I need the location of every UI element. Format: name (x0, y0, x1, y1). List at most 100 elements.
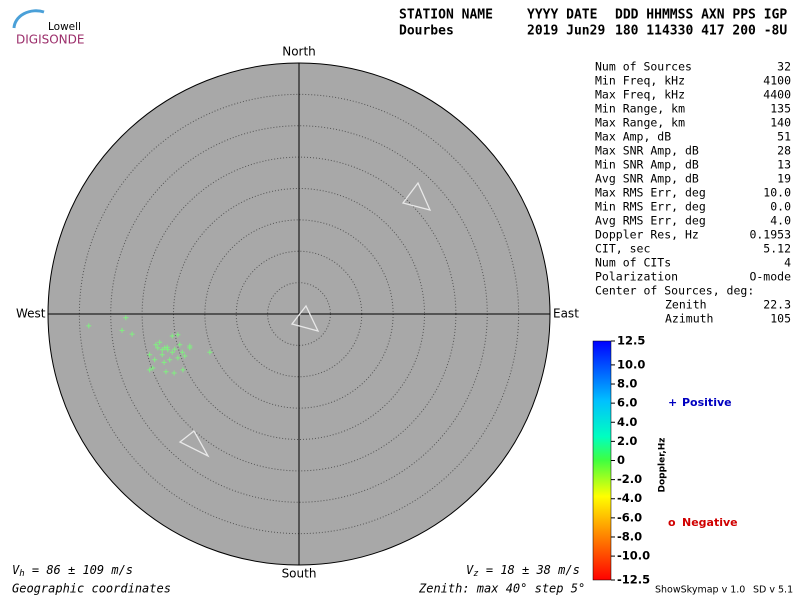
source-marker (169, 349, 175, 355)
logo-swoosh (12, 9, 45, 29)
stat-label: Min Range, km (595, 102, 685, 116)
colorbar-title: Doppler,Hz (658, 437, 668, 492)
stat-value: 0.0 (770, 200, 791, 214)
stat-value: 140 (770, 116, 791, 130)
colorbar-tick-label: 8.0 (617, 377, 637, 391)
stat-label: Max Range, km (595, 116, 685, 130)
source-marker (207, 349, 213, 355)
stat-value: 19 (777, 172, 791, 186)
header-value: 180 114330 417 200 -8U (615, 24, 787, 39)
source-marker (180, 367, 186, 373)
stat-label: Max RMS Err, deg (595, 186, 706, 200)
stat-value: 135 (770, 102, 791, 116)
stat-value: 4.0 (770, 214, 791, 228)
source-marker (164, 344, 170, 350)
stat-value: O-mode (749, 270, 791, 284)
stat-value: 32 (777, 60, 791, 74)
legend-label: Positive (682, 396, 732, 409)
source-marker (177, 342, 183, 348)
colorbar-tick-label: 0 (617, 453, 625, 467)
source-marker (182, 353, 188, 359)
colorbar-tick-label: -6.0 (617, 510, 642, 524)
direction-label: North (282, 45, 316, 59)
source-marker (159, 347, 165, 353)
stat-label: Zenith (665, 298, 707, 312)
zenith-note: Zenith: max 40° step 5° (418, 582, 585, 596)
stat-value: 51 (777, 130, 791, 144)
source-marker (150, 365, 156, 371)
stat-label: Min RMS Err, deg (595, 200, 706, 214)
source-marker (171, 370, 177, 376)
colorbar-tick-label: -10.0 (617, 549, 650, 563)
stat-label: Azimuth (665, 312, 713, 326)
velocity-triangle (178, 430, 210, 458)
vz-label: Vz = 18 ± 38 m/s (466, 563, 580, 579)
colorbar-tick-label: -12.5 (617, 573, 650, 587)
stat-label: Max SNR Amp, dB (595, 144, 699, 158)
stat-value: 4 (784, 256, 791, 270)
source-marker (167, 357, 173, 363)
stat-value: 13 (777, 158, 791, 172)
stat-label: Max Amp, dB (595, 130, 671, 144)
source-marker (175, 355, 181, 361)
stat-value: 10.0 (763, 186, 791, 200)
logo-small: Lowell (48, 21, 81, 33)
source-marker (187, 345, 193, 351)
direction-label: South (282, 567, 317, 581)
source-marker (157, 339, 163, 345)
colorbar-tick-label: 10.0 (617, 357, 645, 371)
legend-symbol: o (668, 516, 676, 529)
direction-label: West (16, 307, 46, 321)
colorbar-tick-label: 6.0 (617, 396, 637, 410)
legend-label: Negative (682, 516, 738, 529)
colorbar-tick-label: 12.5 (617, 334, 645, 348)
source-marker (161, 359, 167, 365)
stat-value: 4100 (763, 74, 791, 88)
source-marker (155, 345, 161, 351)
stat-label: Max Freq, kHz (595, 88, 685, 102)
source-marker (86, 323, 92, 329)
header-label: DDD HHMMSS AXN PPS IGP (615, 8, 787, 23)
stat-label: Avg RMS Err, deg (595, 214, 706, 228)
stat-label: Num of Sources (595, 60, 692, 74)
header-value: Dourbes (399, 24, 454, 39)
source-marker (169, 333, 175, 339)
source-marker (179, 349, 185, 355)
source-marker (172, 346, 178, 352)
stat-label: Polarization (595, 270, 678, 284)
vh-label: Vh = 86 ± 109 m/s (12, 563, 133, 579)
source-marker (119, 327, 125, 333)
stat-label: Doppler Res, Hz (595, 228, 699, 242)
stat-label: Num of CITs (595, 256, 671, 270)
source-marker (163, 369, 169, 375)
colorbar-tick-label: -4.0 (617, 491, 642, 505)
source-marker (123, 315, 129, 321)
source-marker (153, 342, 159, 348)
velocity-triangle (290, 304, 320, 332)
stat-value: 4400 (763, 88, 791, 102)
direction-label: East (553, 307, 579, 321)
stat-section: Center of Sources, deg: (595, 284, 754, 298)
colorbar-tick-label: -8.0 (617, 529, 642, 543)
stat-value: 22.3 (763, 298, 791, 312)
coordinates-label: Geographic coordinates (12, 582, 171, 596)
source-marker (165, 347, 171, 353)
source-marker (175, 332, 181, 338)
colorbar-tick-label: 2.0 (617, 434, 637, 448)
colorbar-tick-label: -2.0 (617, 472, 642, 486)
legend-symbol: + (668, 396, 677, 409)
stat-value: 28 (777, 144, 791, 158)
source-marker (129, 331, 135, 337)
stat-value: 105 (770, 312, 791, 326)
stat-label: Avg SNR Amp, dB (595, 172, 699, 186)
software-label: ShowSkymap v 1.0 (655, 585, 745, 596)
stat-value: 0.1953 (749, 228, 791, 242)
logo-large: DIGISONDE (16, 33, 84, 47)
stat-value: 5.12 (763, 242, 791, 256)
header-value: 2019 Jun29 (527, 24, 605, 39)
stat-label: CIT, sec (595, 242, 650, 256)
velocity-triangle (401, 181, 432, 211)
header-label: STATION NAME (399, 8, 493, 23)
source-marker (159, 352, 165, 358)
version-label: SD v 5.1 (753, 585, 793, 596)
